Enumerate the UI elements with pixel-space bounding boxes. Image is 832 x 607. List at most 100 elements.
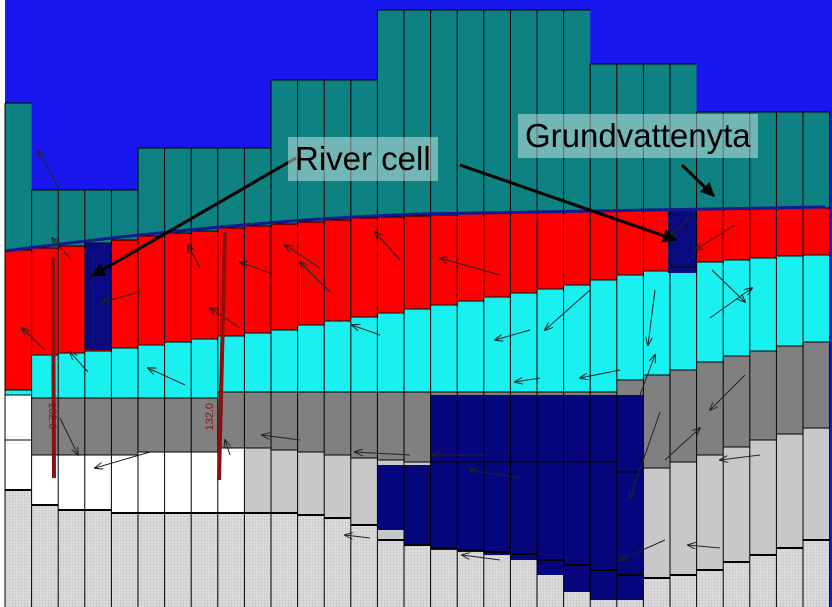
flow-vector-arrow bbox=[688, 545, 721, 548]
red-cell bbox=[324, 220, 351, 321]
flow-vector-arrow bbox=[470, 470, 521, 479]
flow-vector-arrow bbox=[580, 369, 621, 378]
teal-cell bbox=[723, 112, 750, 208]
teal-cell bbox=[31, 190, 59, 248]
groundwater-arrow bbox=[680, 163, 716, 198]
bottom-cell bbox=[776, 548, 803, 607]
teal-cell bbox=[483, 10, 511, 213]
red-cell bbox=[723, 208, 750, 260]
grey-cell bbox=[803, 342, 830, 428]
teal-cell bbox=[537, 10, 564, 211]
bottom-cell bbox=[696, 570, 724, 607]
water-table-line bbox=[4, 205, 826, 253]
callout-arrows bbox=[91, 156, 716, 278]
flow-vector-arrow bbox=[300, 262, 331, 293]
grey-cell bbox=[377, 392, 404, 460]
flow-vector-arrow bbox=[352, 325, 381, 336]
cyan-cell bbox=[297, 325, 325, 392]
flow-vector-arrow bbox=[620, 539, 666, 560]
red-cell bbox=[537, 211, 564, 289]
cyan-cell bbox=[616, 275, 644, 380]
teal-cell bbox=[217, 148, 245, 228]
well-shaft bbox=[217, 231, 227, 481]
white-cell bbox=[84, 455, 112, 510]
teal-cell bbox=[457, 10, 484, 214]
white-cell bbox=[5, 395, 32, 440]
cyan-cell bbox=[510, 293, 537, 392]
red-cell bbox=[563, 211, 591, 285]
white-cell bbox=[111, 455, 138, 513]
bottom-cell bbox=[31, 505, 59, 607]
grey-cell bbox=[164, 398, 192, 452]
flow-vector-arrow bbox=[720, 454, 761, 460]
flow-vector-arrow bbox=[648, 289, 656, 345]
flow-vector-arrow bbox=[515, 378, 541, 382]
grey-cell bbox=[670, 370, 697, 462]
red-cell bbox=[590, 210, 617, 280]
teal-cell bbox=[350, 80, 378, 218]
red-cell bbox=[5, 250, 32, 390]
grey-cell bbox=[138, 398, 165, 452]
cyan-cell bbox=[696, 262, 724, 362]
cyan-cell bbox=[244, 333, 271, 392]
white-cell bbox=[138, 452, 165, 513]
light-grey-cell bbox=[643, 468, 670, 578]
grey-cell bbox=[217, 392, 245, 448]
teal-cell bbox=[84, 190, 112, 243]
red-cell bbox=[191, 231, 218, 339]
flow-vector-arrow bbox=[375, 232, 401, 261]
bottom-cell bbox=[430, 548, 458, 607]
teal-cell bbox=[510, 10, 537, 212]
bottom-cell bbox=[191, 513, 218, 607]
flow-vector-arrow bbox=[148, 368, 186, 386]
flow-vector-arrow bbox=[225, 440, 230, 456]
teal-cell bbox=[430, 10, 458, 215]
cyan-cell bbox=[191, 339, 218, 398]
light-grey-cell bbox=[350, 458, 378, 525]
bottom-cell bbox=[58, 510, 85, 607]
deep-cell bbox=[404, 465, 431, 545]
teal-cell bbox=[271, 80, 298, 224]
cyan-cell bbox=[723, 260, 750, 356]
left-frame-edge bbox=[0, 0, 5, 607]
flow-vector-arrow bbox=[95, 451, 151, 468]
cyan-cell bbox=[58, 353, 85, 398]
red-cell bbox=[138, 236, 165, 345]
teal-cell bbox=[643, 64, 670, 209]
cyan-cell bbox=[377, 313, 404, 392]
unsaturated-zone bbox=[5, 10, 830, 250]
flow-vector-arrow bbox=[70, 352, 89, 373]
flow-vector-arrow bbox=[710, 374, 746, 410]
red-cell bbox=[271, 224, 298, 330]
cyan-cell bbox=[776, 256, 803, 346]
flow-vector-arrow bbox=[38, 150, 61, 191]
light-grey-cell bbox=[297, 452, 325, 515]
red-cell bbox=[58, 246, 85, 353]
red-cell bbox=[776, 208, 803, 256]
grey-cell bbox=[58, 398, 85, 455]
flow-vector-arrow bbox=[639, 355, 655, 396]
deep-cell bbox=[563, 395, 591, 592]
grey-cell bbox=[84, 398, 112, 455]
cyan-cell bbox=[749, 258, 777, 351]
white-cell bbox=[191, 452, 218, 513]
cyan-cell bbox=[457, 301, 484, 392]
observation-well-right: 132.0 bbox=[204, 231, 227, 481]
river-cell bbox=[84, 243, 112, 350]
cyan-cell bbox=[483, 297, 511, 392]
flow-vector-arrow bbox=[345, 535, 371, 538]
light-grey-cell bbox=[670, 462, 697, 575]
bottom-cell bbox=[670, 575, 697, 607]
bottom-cell bbox=[164, 513, 192, 607]
deep-cell bbox=[510, 395, 537, 560]
bottom-cell bbox=[111, 513, 138, 607]
flow-vector-arrow bbox=[188, 245, 201, 269]
red-cell bbox=[643, 209, 670, 271]
bottom-cell bbox=[377, 540, 404, 607]
light-grey-cell bbox=[803, 428, 830, 540]
cyan-cell bbox=[324, 321, 351, 392]
red-cell bbox=[244, 226, 271, 333]
bottom-cell bbox=[803, 540, 830, 607]
cyan-cell bbox=[803, 255, 830, 342]
